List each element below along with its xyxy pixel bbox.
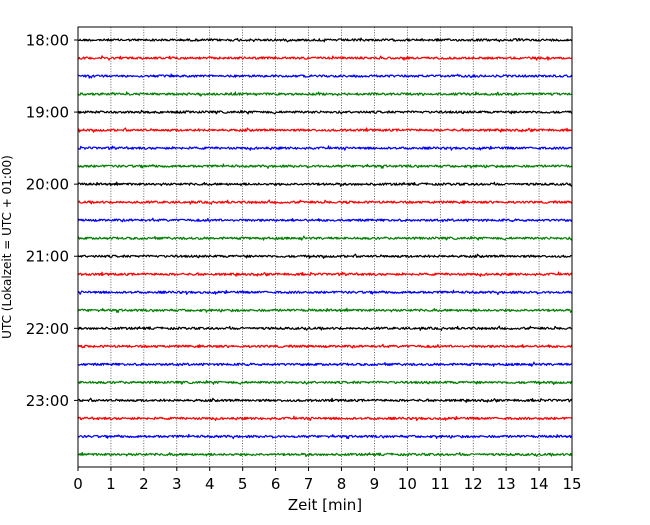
y-tick-label: 21:00 <box>26 248 69 266</box>
trace-line <box>77 361 573 367</box>
trace-line <box>77 55 573 61</box>
trace-line <box>77 145 573 151</box>
y-axis-ticks: 18:00 19:00 20:00 21:00 22:00 23:00 <box>26 32 78 410</box>
trace-line <box>77 415 573 422</box>
trace-line <box>77 325 573 331</box>
trace-line <box>77 253 573 259</box>
x-tick-label: 15 <box>562 475 581 493</box>
trace-line <box>77 271 573 277</box>
x-tick-label: 6 <box>271 475 281 493</box>
x-tick-label: 4 <box>205 475 215 493</box>
trace-group <box>77 37 573 458</box>
x-tick-label: 10 <box>398 475 417 493</box>
trace-line <box>77 235 573 241</box>
x-tick-label: 8 <box>337 475 347 493</box>
y-axis-label: UTC (Lokalzeit = UTC + 01:00) <box>0 155 14 339</box>
x-tick-label: 7 <box>304 475 314 493</box>
x-tick-label: 1 <box>106 475 116 493</box>
trace-line <box>77 127 573 133</box>
y-tick-label: 20:00 <box>26 176 69 194</box>
trace-line <box>77 307 573 313</box>
trace-line <box>77 451 573 458</box>
x-tick-label: 12 <box>464 475 483 493</box>
x-axis-ticks: 0 1 2 3 4 5 6 7 8 9 10 11 12 13 14 15 <box>73 467 582 493</box>
x-tick-label: 9 <box>370 475 380 493</box>
y-tick-label: 23:00 <box>26 392 69 410</box>
trace-line <box>77 380 573 386</box>
trace-line <box>77 343 573 349</box>
trace-line <box>77 433 573 440</box>
x-tick-label: 2 <box>139 475 149 493</box>
x-tick-label: 14 <box>530 475 549 493</box>
trace-line <box>77 397 573 403</box>
trace-line <box>77 109 573 115</box>
vertical-grid <box>110 27 540 467</box>
y-tick-label: 19:00 <box>26 104 69 122</box>
trace-line <box>77 91 573 97</box>
trace-line <box>77 37 572 43</box>
x-tick-label: 5 <box>238 475 248 493</box>
x-tick-label: 3 <box>172 475 182 493</box>
y-tick-label: 18:00 <box>26 32 69 50</box>
trace-line <box>77 199 573 205</box>
y-tick-label: 22:00 <box>26 320 69 338</box>
x-tick-label: 13 <box>497 475 516 493</box>
trace-line <box>77 217 573 223</box>
trace-line <box>77 181 573 187</box>
x-tick-label: 0 <box>73 475 83 493</box>
trace-line <box>77 163 573 169</box>
x-tick-label: 11 <box>431 475 450 493</box>
plot-frame <box>77 26 573 468</box>
trace-line <box>77 73 573 79</box>
trace-line <box>77 289 573 296</box>
x-axis-label: Zeit [min] <box>288 496 362 514</box>
